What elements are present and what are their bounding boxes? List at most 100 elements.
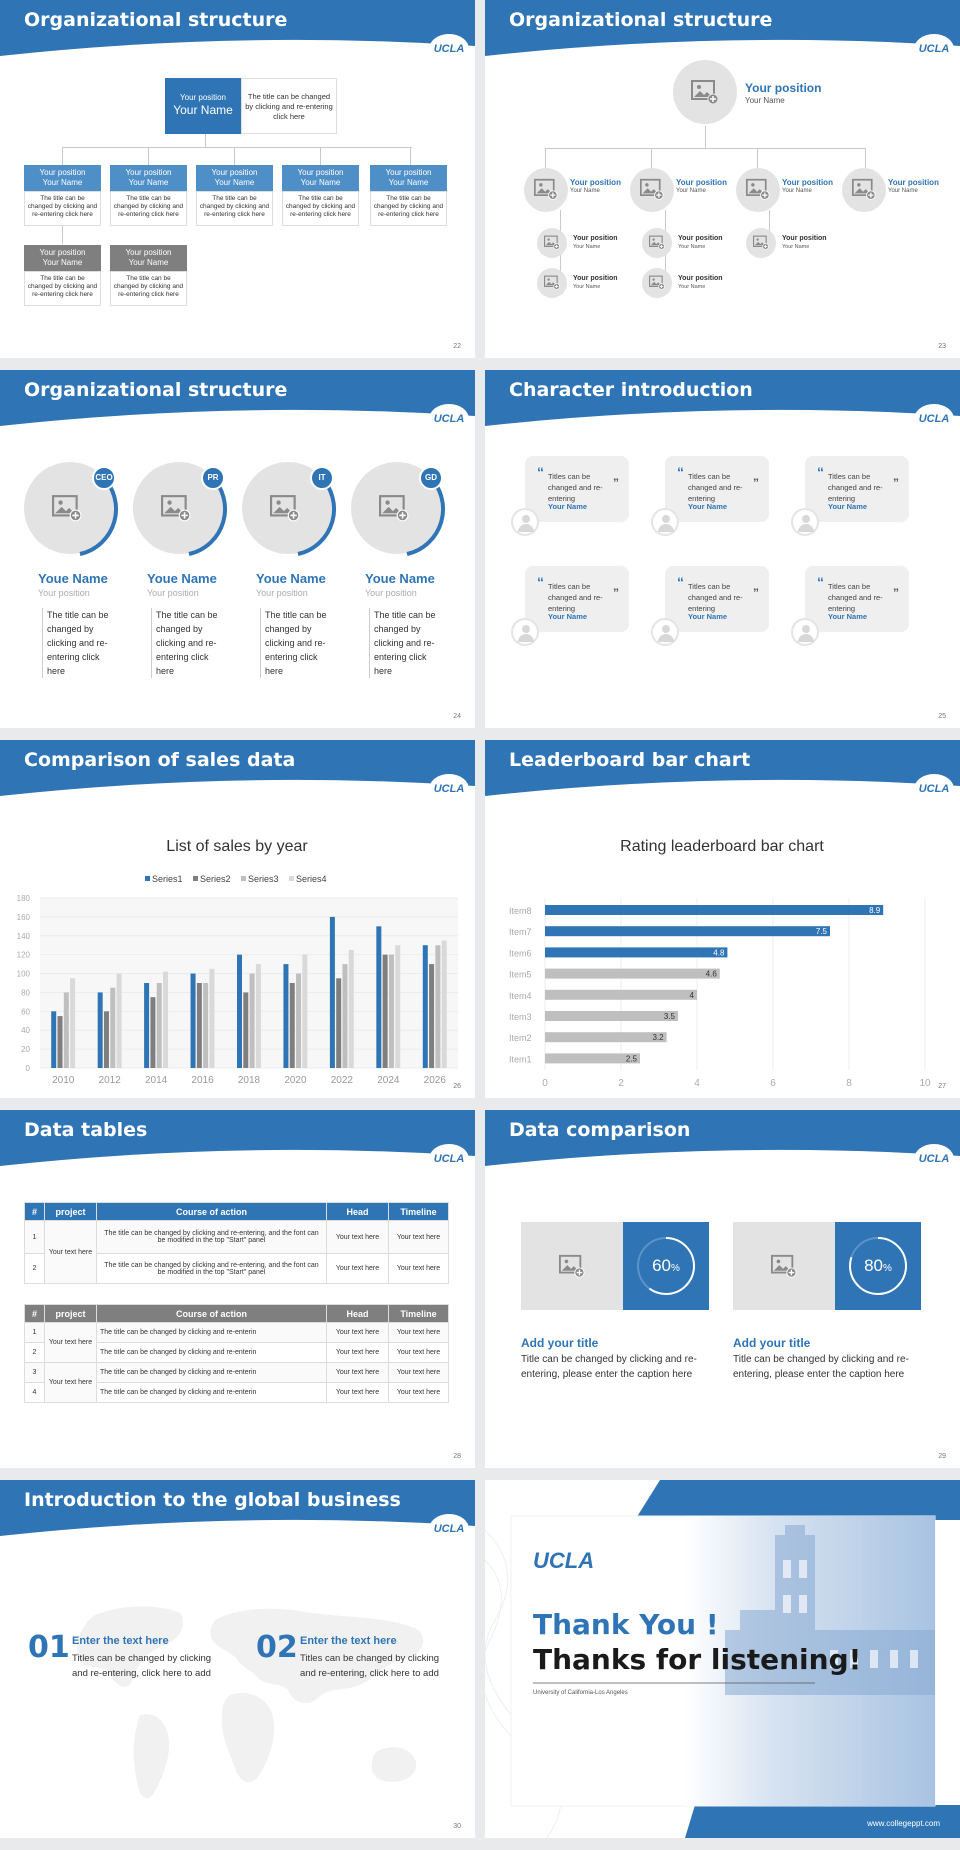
- col-header: project: [44, 1304, 97, 1323]
- person-name: Youe Name: [256, 571, 326, 586]
- bar: [203, 983, 209, 1068]
- slide-31[interactable]: UCLA Thank You ! Thanks for listening! U…: [485, 1480, 960, 1838]
- top-photo-placeholder[interactable]: [673, 60, 737, 124]
- cell: Your text here: [44, 1362, 97, 1403]
- slide-23[interactable]: Organizational structure UCLA Your posit…: [485, 0, 960, 358]
- website-url[interactable]: www.collegeppt.com: [867, 1819, 940, 1828]
- bar: [144, 983, 150, 1068]
- position-box[interactable]: Your position Your Name: [370, 165, 447, 191]
- person-card[interactable]: PR: [131, 460, 231, 560]
- ucla-logo: UCLA: [429, 34, 469, 64]
- cell: 4: [24, 1382, 45, 1403]
- name-label: Your Name: [388, 178, 429, 187]
- quote-card[interactable]: “ ” Titles can be changed and re-entering Y…: [525, 456, 629, 522]
- y-tick-label: 0: [26, 1064, 31, 1073]
- name-label: Your Name: [128, 258, 169, 267]
- person-card[interactable]: IT: [240, 460, 340, 560]
- close-quote-icon: ”: [893, 476, 899, 490]
- photo-placeholder[interactable]: [537, 228, 567, 258]
- image-placeholder[interactable]: [521, 1222, 623, 1310]
- slide-29[interactable]: Data comparison UCLA 60% Add your title Ti…: [485, 1110, 960, 1468]
- bar: [382, 954, 388, 1068]
- photo-placeholder[interactable]: [642, 268, 672, 298]
- position-label: Your position: [125, 248, 172, 257]
- ucla-logo: UCLA: [533, 1548, 595, 1573]
- top-position-box[interactable]: Your position Your Name: [165, 78, 241, 134]
- position-label: Your position: [782, 235, 827, 242]
- position-label: Your position: [573, 275, 618, 282]
- photo-placeholder[interactable]: [746, 228, 776, 258]
- sales-bar-chart: List of sales by year Series1 Series2 Serie…: [17, 838, 458, 1086]
- cell: 1: [24, 1322, 45, 1343]
- data-label: 4.6: [706, 970, 718, 979]
- slide-28[interactable]: Data tables UCLA # project Course of act…: [0, 1110, 475, 1468]
- position-label: Your position: [678, 275, 723, 282]
- name-label: Your Name: [42, 258, 83, 267]
- col-header: project: [44, 1202, 97, 1221]
- data-label: 4: [690, 991, 695, 1000]
- photo-placeholder[interactable]: [842, 168, 886, 212]
- card-text: Titles can be changed and re-entering: [688, 582, 743, 613]
- image-icon: [640, 178, 664, 200]
- category-label: Item2: [509, 1033, 532, 1043]
- ucla-logo: UCLA: [914, 774, 954, 804]
- slide-27[interactable]: Leaderboard bar chart UCLA Rating leader…: [485, 740, 960, 1098]
- bar: [376, 926, 382, 1068]
- percent-number: 80: [864, 1256, 883, 1275]
- y-tick-label: 160: [17, 913, 31, 922]
- bar: [156, 983, 162, 1068]
- slide-header: Organizational structure UCLA: [0, 0, 475, 64]
- slide-title: Organizational structure: [24, 9, 288, 31]
- quote-card[interactable]: “ ” Titles can be changed and re-entering Y…: [805, 566, 909, 632]
- slide-24[interactable]: Organizational structure UCLA CEO Youe Na…: [0, 370, 475, 728]
- item-number: 01: [28, 1630, 70, 1665]
- person-card[interactable]: GD: [349, 460, 449, 560]
- quote-card[interactable]: “ ” Titles can be changed and re-entering Y…: [665, 456, 769, 522]
- thanks-subheading: Thanks for listening!: [533, 1643, 862, 1676]
- university-name: University of California-Los Angeles: [533, 1690, 628, 1696]
- thanks-background: [485, 1480, 960, 1838]
- top-position: Your position: [745, 81, 822, 95]
- quote-card[interactable]: “ ” Titles can be changed and re-entering Y…: [805, 456, 909, 522]
- ucla-logo: UCLA: [429, 1514, 469, 1544]
- slide-30[interactable]: Introduction to the global business UCLA…: [0, 1480, 475, 1838]
- person-description: The title can be changed by clicking and…: [151, 608, 227, 678]
- position-box[interactable]: Your position Your Name: [110, 245, 187, 271]
- image-placeholder[interactable]: [733, 1222, 835, 1310]
- quote-card[interactable]: “ ” Titles can be changed and re-entering Y…: [665, 566, 769, 632]
- position-box[interactable]: Your position Your Name: [24, 165, 101, 191]
- bar: [103, 1011, 109, 1068]
- photo-placeholder[interactable]: [642, 228, 672, 258]
- bar: [51, 1011, 57, 1068]
- open-quote-icon: “: [677, 574, 684, 590]
- slide-26[interactable]: Comparison of sales data UCLA List of sa…: [0, 740, 475, 1098]
- quote-card[interactable]: “ ” Titles can be changed and re-entering Y…: [525, 566, 629, 632]
- bar: [150, 997, 156, 1068]
- x-tick-label: 6: [770, 1078, 776, 1089]
- bar: [237, 954, 242, 1068]
- item-heading: Add your title: [733, 1336, 811, 1350]
- position-box[interactable]: Your position Your Name: [196, 165, 273, 191]
- chart-title: List of sales by year: [166, 838, 308, 855]
- close-quote-icon: ”: [613, 586, 619, 600]
- position-box[interactable]: Your position Your Name: [110, 165, 187, 191]
- position-box[interactable]: Your position Your Name: [282, 165, 359, 191]
- slide-22[interactable]: Organizational structure UCLA Your posit…: [0, 0, 475, 358]
- photo-placeholder[interactable]: [736, 168, 780, 212]
- progress-ring: [637, 1237, 695, 1295]
- photo-placeholder[interactable]: [537, 268, 567, 298]
- open-quote-icon: “: [537, 574, 544, 590]
- position-box[interactable]: Your position Your Name: [24, 245, 101, 271]
- position-label: Your position: [39, 248, 86, 257]
- ucla-logo: UCLA: [429, 1144, 469, 1174]
- person-card[interactable]: CEO: [22, 460, 122, 560]
- photo-placeholder[interactable]: [630, 168, 674, 212]
- image-icon: [771, 1254, 797, 1278]
- photo-placeholder[interactable]: [524, 168, 568, 212]
- name-label: Your Name: [782, 244, 810, 250]
- bar: [545, 1011, 678, 1021]
- bar: [296, 973, 302, 1068]
- slide-title: Leaderboard bar chart: [509, 749, 751, 771]
- slide-25[interactable]: Character introduction UCLA “ ” Titles can…: [485, 370, 960, 728]
